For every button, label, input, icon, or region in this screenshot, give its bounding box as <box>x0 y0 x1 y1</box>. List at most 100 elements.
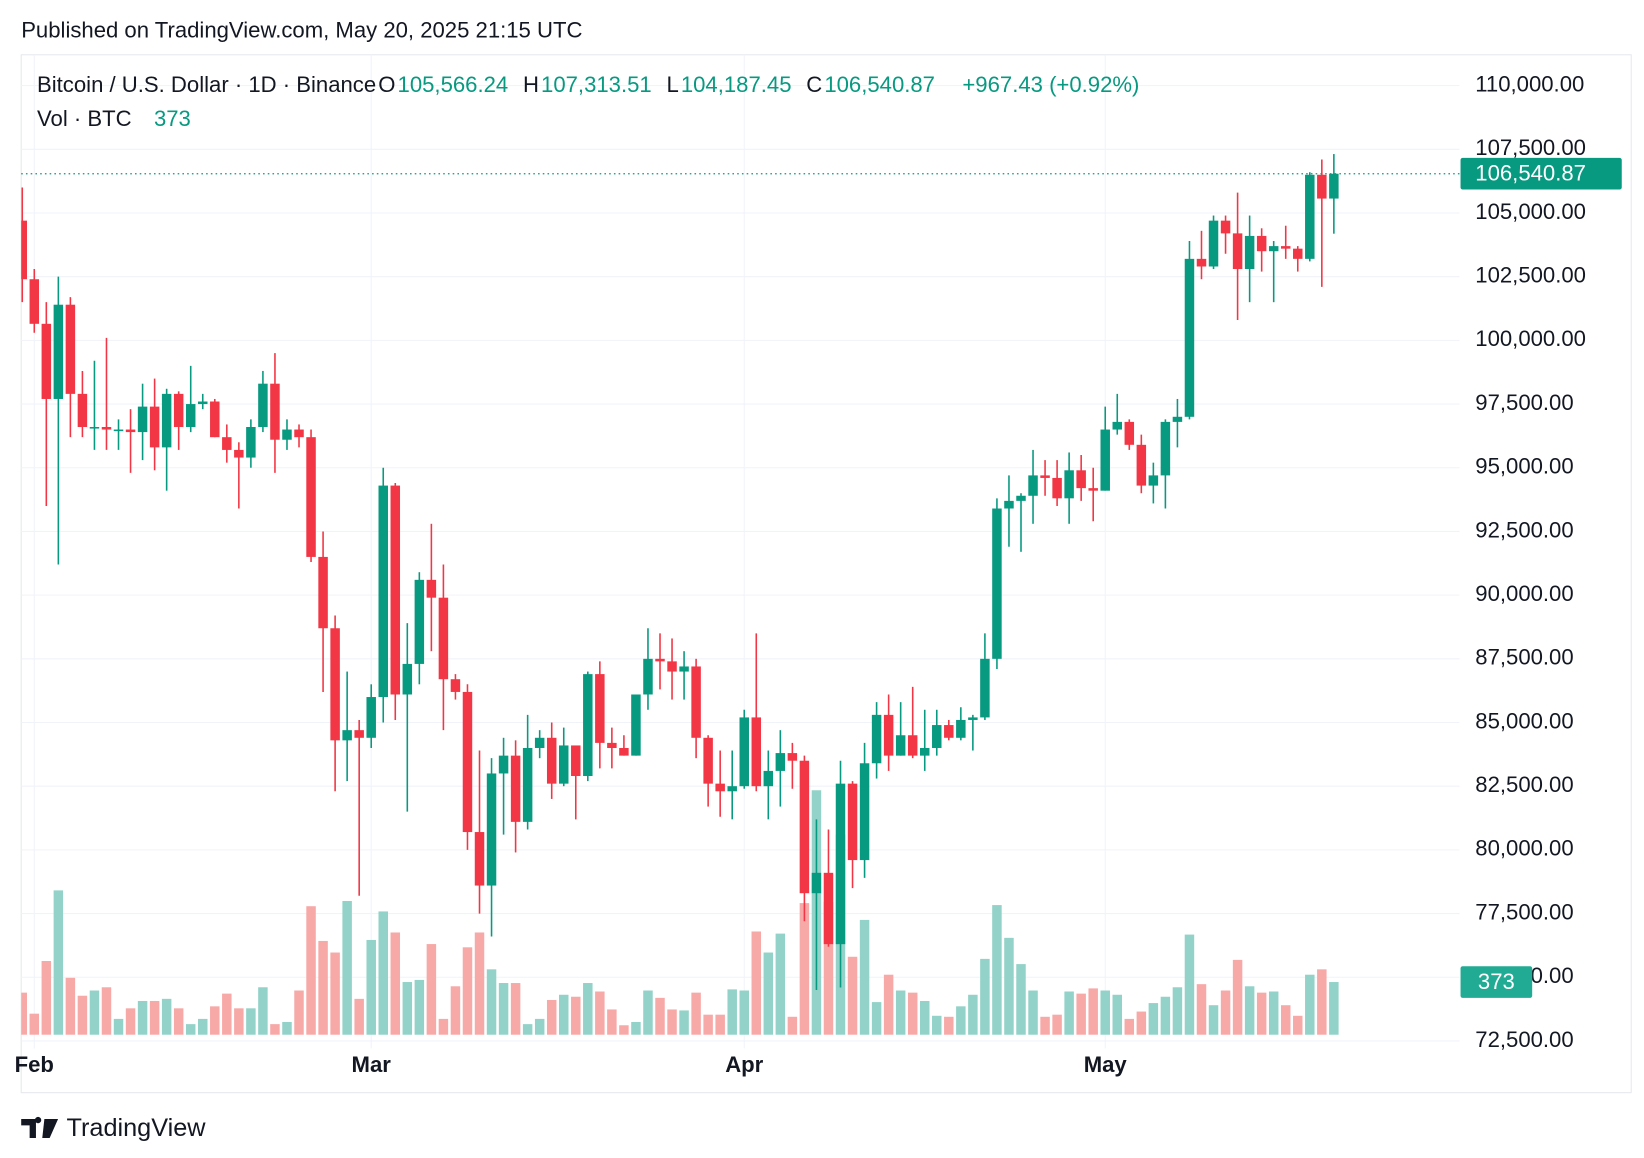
candle-body <box>1088 488 1098 491</box>
y-tick-label: 92,500.00 <box>1475 517 1573 542</box>
volume-bar <box>1208 1005 1219 1035</box>
last-price-box <box>1460 157 1622 190</box>
volume-bar <box>294 990 304 1035</box>
candle-body <box>1016 495 1026 501</box>
candle-body <box>883 714 894 756</box>
volume-bar <box>775 933 786 1035</box>
candle-body <box>330 628 340 741</box>
candle-body <box>559 745 569 784</box>
volume-bar <box>739 990 749 1035</box>
candle-body <box>65 304 76 394</box>
candle-body <box>775 753 786 771</box>
volume-bar <box>149 1000 160 1035</box>
candle-body <box>691 666 701 738</box>
candle-body <box>679 666 689 672</box>
volume-bar <box>402 982 413 1035</box>
candle-body <box>414 579 425 664</box>
volume-bar <box>1028 990 1038 1035</box>
candle-body <box>787 753 798 761</box>
volume-bar <box>919 1000 930 1035</box>
candle-body <box>859 763 870 861</box>
volume-bar <box>655 997 665 1035</box>
volume-bar <box>1040 1016 1050 1035</box>
candle-body <box>161 393 172 448</box>
last-price-label: 106,540.87 <box>1475 161 1586 186</box>
candle-body <box>823 872 834 945</box>
candle-body <box>210 401 220 438</box>
candle-body <box>871 714 882 764</box>
candle-body <box>1160 421 1171 476</box>
volume-bar <box>932 1015 942 1035</box>
volume-bar <box>498 983 509 1035</box>
candle-body <box>462 691 473 833</box>
candle-body <box>113 429 124 432</box>
volume-bar <box>895 990 906 1035</box>
volume-bar <box>366 939 376 1035</box>
volume-bar <box>306 906 316 1035</box>
legend-text: H <box>523 72 539 97</box>
candle-body <box>354 730 364 738</box>
candle-body <box>258 383 268 427</box>
volume-bar <box>980 958 990 1035</box>
volume-bar <box>883 974 894 1035</box>
candle-body <box>595 674 605 743</box>
candle-body <box>510 755 521 822</box>
last-volume-label: 373 <box>1478 969 1515 994</box>
candle-body <box>1112 421 1123 430</box>
volume-bar <box>679 1010 689 1035</box>
candle-body <box>89 426 100 429</box>
candle-body <box>1004 500 1014 509</box>
legend-value: 104,187.45 <box>681 72 792 97</box>
candle-body <box>1329 173 1339 199</box>
candle-body <box>1076 470 1086 489</box>
candle-body <box>149 406 160 448</box>
volume-bar <box>823 901 834 1035</box>
candle-body <box>1100 429 1110 491</box>
volume-bar <box>53 890 64 1035</box>
volume-bar <box>799 903 810 1035</box>
y-tick-label: 97,500.00 <box>1475 390 1573 415</box>
candle-body <box>895 735 906 756</box>
candle-body <box>667 661 677 672</box>
volume-bar <box>1280 1005 1291 1035</box>
candle-body <box>53 304 64 399</box>
volume-bar <box>210 1006 220 1035</box>
volume-bar <box>125 1008 136 1035</box>
volume-bar <box>607 1009 617 1035</box>
y-tick-label: 105,000.00 <box>1475 199 1586 224</box>
candle-body <box>727 786 737 792</box>
candle-body <box>137 406 148 433</box>
candle-body <box>847 783 858 861</box>
volume-bar <box>222 993 232 1035</box>
candle-body <box>980 658 990 718</box>
candle-body <box>1064 470 1074 499</box>
candle-body <box>282 429 292 440</box>
volume-bar <box>270 1024 280 1035</box>
volume-bar <box>89 990 100 1035</box>
volume-bar <box>1244 986 1255 1035</box>
candle-body <box>474 832 485 886</box>
footer-brand: TradingView <box>67 1114 207 1142</box>
candle-body <box>919 747 930 756</box>
candle-body <box>619 747 629 756</box>
volume-bar <box>21 992 27 1035</box>
candle-body <box>715 783 725 792</box>
candle-body <box>751 717 762 787</box>
candle-body <box>1028 475 1038 496</box>
volume-bar <box>751 931 762 1035</box>
candle-body <box>486 773 497 886</box>
candle-body <box>703 737 713 784</box>
volume-bar <box>486 969 497 1035</box>
volume-bar <box>510 983 521 1035</box>
volume-bar <box>1160 996 1171 1035</box>
candle-body <box>173 393 184 427</box>
tradingview-logo: TradingView <box>21 1114 206 1142</box>
candle-body <box>583 674 593 777</box>
volume-bar <box>137 1000 148 1035</box>
volume-bar <box>1136 1011 1147 1035</box>
candle-body <box>1305 174 1315 259</box>
volume-bar <box>907 992 918 1035</box>
legend-value: 105,566.24 <box>398 72 509 97</box>
volume-bar <box>41 961 52 1035</box>
last-volume-box <box>1460 966 1533 998</box>
